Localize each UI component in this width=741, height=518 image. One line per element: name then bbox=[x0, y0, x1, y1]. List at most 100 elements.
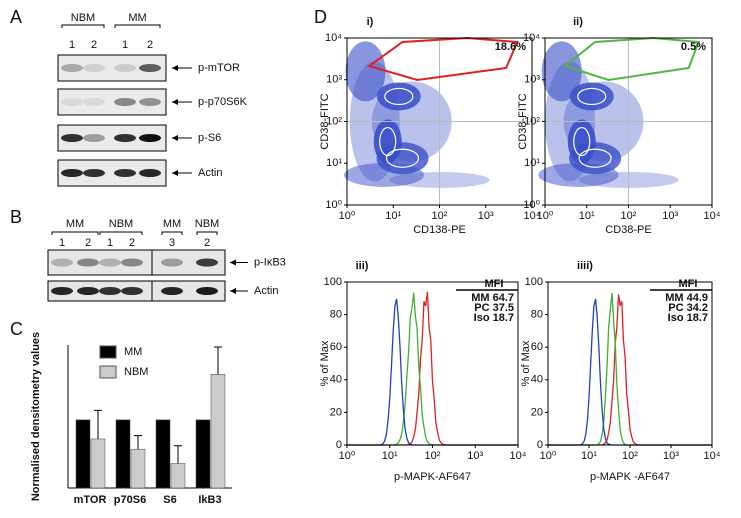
lane-label: 3 bbox=[169, 237, 175, 249]
gate-percent: 18.6% bbox=[495, 41, 526, 53]
gate bbox=[366, 36, 519, 82]
band bbox=[114, 98, 136, 106]
y-tick-label: 10¹ bbox=[524, 157, 540, 169]
y-tick-label: 10¹ bbox=[326, 157, 342, 169]
x-tick-label: 10⁰ bbox=[339, 450, 356, 462]
subpanel-label: ii) bbox=[573, 16, 583, 28]
group-label: NBM bbox=[195, 218, 219, 230]
mfi-value: Iso 18.7 bbox=[474, 312, 514, 324]
y-tick-label: 10⁰ bbox=[523, 199, 540, 211]
mfi-value: PC 34.2 bbox=[668, 302, 708, 314]
group-label: MM bbox=[163, 218, 181, 230]
y-tick-label: 60 bbox=[531, 341, 543, 353]
band bbox=[51, 258, 73, 267]
legend-swatch bbox=[99, 345, 117, 359]
panel-label: D bbox=[314, 7, 327, 27]
subpanel-label: iii) bbox=[356, 260, 369, 272]
bar bbox=[170, 463, 186, 489]
gate bbox=[562, 36, 701, 82]
legend-label: NBM bbox=[124, 366, 148, 378]
band bbox=[99, 287, 121, 295]
lane-label: 1 bbox=[107, 237, 113, 249]
band bbox=[61, 98, 83, 106]
mfi-value: MM 64.7 bbox=[471, 292, 514, 304]
cell-cluster bbox=[344, 162, 424, 187]
bracket bbox=[114, 24, 161, 28]
mfi-value: MM 44.9 bbox=[665, 292, 708, 304]
panel-label: B bbox=[10, 207, 22, 227]
bracket bbox=[196, 231, 218, 235]
y-tick-label: 10³ bbox=[524, 74, 540, 86]
y-tick-label: 20 bbox=[330, 406, 342, 418]
group-label: NBM bbox=[71, 12, 95, 24]
legend-swatch bbox=[99, 365, 117, 379]
x-tick-label: 10⁰ bbox=[339, 210, 356, 222]
band bbox=[121, 287, 143, 295]
y-tick-label: 40 bbox=[330, 374, 342, 386]
bracket bbox=[161, 231, 183, 235]
y-tick-label: 0 bbox=[336, 439, 342, 451]
y-tick-label: 60 bbox=[330, 341, 342, 353]
panel-label: A bbox=[10, 7, 22, 27]
band bbox=[139, 134, 161, 142]
band bbox=[114, 169, 136, 177]
group-label: MM bbox=[128, 12, 146, 24]
band bbox=[51, 287, 73, 295]
arrowhead bbox=[230, 288, 236, 294]
blot bbox=[57, 88, 167, 116]
mfi-value: PC 37.5 bbox=[474, 302, 514, 314]
blot-label: Actin bbox=[198, 167, 222, 179]
density bbox=[538, 41, 679, 188]
y-axis-label: Normalised densitometry values bbox=[30, 332, 42, 501]
x-tick-label: 10⁰ bbox=[540, 450, 557, 462]
bar bbox=[155, 419, 171, 489]
mfi-title: MFI bbox=[679, 278, 698, 290]
y-axis-label: % of Max bbox=[520, 340, 532, 386]
cell-cluster bbox=[541, 41, 582, 102]
cell-cluster bbox=[376, 82, 421, 111]
y-tick-label: 20 bbox=[531, 406, 543, 418]
band bbox=[196, 287, 218, 295]
band bbox=[161, 258, 183, 267]
lane-label: 1 bbox=[69, 39, 75, 51]
band bbox=[161, 287, 183, 295]
arrowhead bbox=[172, 170, 178, 176]
band bbox=[99, 258, 121, 267]
blot-label: p-p70S6K bbox=[198, 96, 248, 108]
x-tick-label: IkB3 bbox=[198, 494, 221, 506]
x-axis-label: p-MAPK -AF647 bbox=[590, 471, 670, 483]
gate-percent: 0.5% bbox=[681, 41, 706, 53]
x-tick-label: 10³ bbox=[467, 450, 483, 462]
y-axis-label: % of Max bbox=[319, 340, 331, 386]
band bbox=[139, 98, 161, 106]
band bbox=[77, 258, 99, 267]
y-tick-label: 40 bbox=[531, 374, 543, 386]
y-tick-label: 80 bbox=[330, 309, 342, 321]
y-tick-label: 10² bbox=[524, 115, 540, 127]
bar bbox=[195, 419, 211, 489]
x-tick-label: 10¹ bbox=[382, 450, 398, 462]
lane-label: 2 bbox=[91, 39, 97, 51]
bar bbox=[130, 448, 146, 489]
subpanel-label: i) bbox=[367, 16, 374, 28]
x-tick-label: 10¹ bbox=[579, 210, 595, 222]
y-tick-label: 100 bbox=[324, 276, 342, 288]
mfi-value: Iso 18.7 bbox=[668, 312, 708, 324]
cell-cluster bbox=[345, 41, 386, 102]
contour bbox=[573, 126, 591, 157]
band bbox=[61, 169, 83, 177]
x-tick-label: 10² bbox=[622, 450, 638, 462]
band bbox=[83, 134, 105, 142]
blot-label: Actin bbox=[254, 285, 278, 297]
y-axis-label: CD38-FITC bbox=[517, 93, 529, 149]
arrowhead bbox=[172, 65, 178, 71]
lane-label: 2 bbox=[147, 39, 153, 51]
y-tick-label: 10⁴ bbox=[325, 32, 342, 44]
arrowhead bbox=[172, 135, 178, 141]
bar bbox=[75, 419, 91, 489]
band bbox=[139, 64, 161, 72]
bar bbox=[90, 438, 106, 489]
legend-label: MM bbox=[124, 346, 142, 358]
x-tick-label: 10² bbox=[432, 210, 448, 222]
x-tick-label: 10⁴ bbox=[524, 210, 541, 222]
